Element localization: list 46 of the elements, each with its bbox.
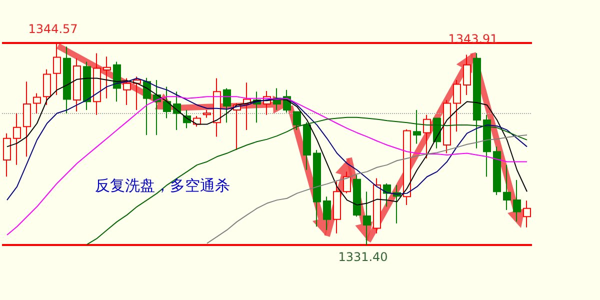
- candlestick: [193, 116, 201, 128]
- candlestick: [513, 179, 521, 222]
- candlestick: [353, 174, 361, 218]
- candlestick: [373, 178, 381, 234]
- candlestick: [163, 86, 171, 119]
- candlestick: [103, 56, 111, 99]
- candlestick: [343, 171, 351, 194]
- candlestick: [123, 78, 131, 106]
- candlestick: [293, 111, 301, 130]
- candlestick: [3, 132, 11, 178]
- annotation: 反复洗盘，多空通杀: [95, 176, 230, 194]
- candlestick: [13, 112, 21, 166]
- candlestick: [503, 164, 511, 211]
- candlestick: [483, 114, 491, 178]
- candlestick: [323, 196, 331, 230]
- candlestick: [443, 100, 451, 154]
- candlestick: [243, 82, 251, 130]
- candlestick: [33, 92, 41, 114]
- candlestick: [453, 79, 461, 132]
- candlestick: [473, 52, 481, 149]
- candlestick: [43, 68, 51, 106]
- annotation: 1344.57: [28, 22, 78, 36]
- candlestick: [113, 61, 121, 102]
- candlestick: [73, 58, 81, 112]
- candlestick: [423, 114, 431, 159]
- candlestick: [493, 146, 501, 196]
- candlestick: [83, 61, 91, 111]
- candlestick: [203, 110, 211, 118]
- candlestick: [403, 128, 411, 206]
- candlestick: [223, 88, 231, 124]
- annotation: 1331.40: [338, 250, 388, 264]
- candlestick: [463, 54, 471, 96]
- candlestick: [303, 122, 311, 170]
- candlestick: [333, 181, 341, 234]
- candlestick: [143, 77, 151, 136]
- candlestick: [433, 117, 441, 149]
- candlestick: [213, 78, 221, 138]
- candlestick: [413, 110, 421, 144]
- candlestick: [133, 76, 141, 111]
- candlestick: [313, 150, 321, 228]
- candlestick: [363, 191, 371, 246]
- candlestick: [63, 46, 71, 114]
- candlestick: [523, 200, 531, 228]
- candlestick: [23, 81, 31, 158]
- candlestick: [173, 91, 181, 130]
- candlestick: [93, 52, 101, 116]
